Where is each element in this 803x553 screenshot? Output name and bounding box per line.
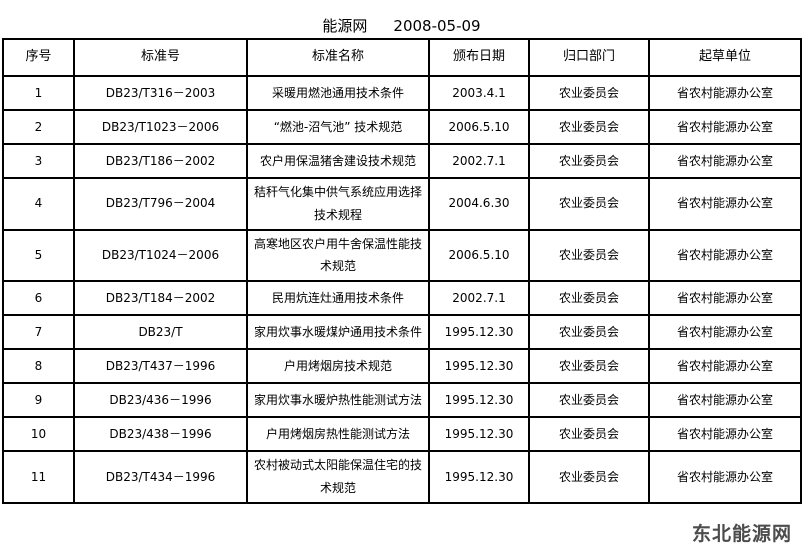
cell-std: DB23/436－1996: [73, 382, 248, 419]
column-header: 颁布日期: [428, 38, 530, 77]
table-header-row: 序号 标准号 标准名称 颁布日期 归口部门 起草单位: [2, 38, 802, 77]
column-header: 序号: [2, 38, 75, 77]
cell-std: DB23/T1023－2006: [73, 109, 248, 145]
table-row: 6 DB23/T184－2002 民用炕连灶通用技术条件 2002.7.1 农业委员会省…: [2, 280, 802, 317]
table-body: 1 DB23/T316－2003 采暖用燃池通用技术条件 2003.4.1 农业委员会省…: [2, 75, 802, 504]
cell-dept: 农业委员会: [528, 382, 650, 419]
cell-drafter: 省农村能源办公室: [648, 143, 802, 179]
cell-drafter: 省农村能源办公室: [648, 280, 802, 317]
cell-date: 1995.12.30: [428, 314, 530, 351]
cell-date: 1995.12.30: [428, 348, 530, 385]
cell-name: 户用烤烟房热性能测试方法: [246, 416, 430, 453]
cell-dept: 农业委员会: [528, 348, 650, 385]
cell-drafter: 省农村能源办公室: [648, 228, 802, 283]
cell-dept: 农业委员会: [528, 228, 650, 283]
cell-name: 高寒地区农户用牛舍保温性能技术规范: [246, 228, 430, 283]
table-row: 2 DB23/T1023－2006 “燃池-沼气池” 技术规范 2006.5.10 农业…: [2, 109, 802, 145]
cell-std: DB23/T316－2003: [73, 75, 248, 111]
cell-drafter: 省农村能源办公室: [648, 75, 802, 111]
cell-name: 户用烤烟房技术规范: [246, 348, 430, 385]
cell-dept: 农业委员会: [528, 450, 650, 504]
cell-date: 2002.7.1: [428, 280, 530, 317]
cell-dept: 农业委员会: [528, 75, 650, 111]
table-row: 11 DB23/T434－1996 农村被动式太阳能保温住宅的技术规范 1995.12…: [2, 450, 802, 504]
cell-date: 2006.5.10: [428, 109, 530, 145]
cell-dept: 农业委员会: [528, 109, 650, 145]
cell-no: 6: [2, 280, 75, 317]
table-row: 9 DB23/436－1996 家用炊事水暖炉热性能测试方法 1995.12.30 农业…: [2, 382, 802, 419]
cell-std: DB23/T434－1996: [73, 450, 248, 504]
cell-std: DB23/T796－2004: [73, 177, 248, 231]
cell-drafter: 省农村能源办公室: [648, 109, 802, 145]
cell-no: 10: [2, 416, 75, 453]
cell-date: 2006.5.10: [428, 228, 530, 283]
cell-name: 采暖用燃池通用技术条件: [246, 75, 430, 111]
table-row: 8 DB23/T437－1996 户用烤烟房技术规范 1995.12.30 农业委员会省…: [2, 348, 802, 385]
site-watermark: 东北能源网: [692, 523, 793, 545]
cell-date: 1995.12.30: [428, 416, 530, 453]
cell-drafter: 省农村能源办公室: [648, 348, 802, 385]
cell-name: 农户用保温猪舍建设技术规范: [246, 143, 430, 179]
table-row: 3 DB23/T186－2002 农户用保温猪舍建设技术规范 2002.7.1 农业委员…: [2, 143, 802, 179]
column-header: 标准号: [73, 38, 248, 77]
cell-drafter: 省农村能源办公室: [648, 382, 802, 419]
cell-no: 3: [2, 143, 75, 179]
cell-dept: 农业委员会: [528, 314, 650, 351]
table-row: 10 DB23/438－1996 户用烤烟房热性能测试方法 1995.12.30 农业委…: [2, 416, 802, 453]
cell-date: 1995.12.30: [428, 382, 530, 419]
cell-no: 9: [2, 382, 75, 419]
cell-drafter: 省农村能源办公室: [648, 450, 802, 504]
cell-dept: 农业委员会: [528, 416, 650, 453]
cell-std: DB23/T: [73, 314, 248, 351]
table-row: 5 DB23/T1024－2006 高寒地区农户用牛舍保温性能技术规范 2006.5.…: [2, 228, 802, 283]
table-row: 7 DB23/T 家用炊事水暖煤炉通用技术条件 1995.12.30 农业委员会 省农村能…: [2, 314, 802, 351]
column-header: 归口部门: [528, 38, 650, 77]
table-row: 1 DB23/T316－2003 采暖用燃池通用技术条件 2003.4.1 农业委员会省…: [2, 75, 802, 111]
publish-date: 2008-05-09: [393, 17, 481, 35]
cell-std: DB23/438－1996: [73, 416, 248, 453]
cell-std: DB23/T1024－2006: [73, 228, 248, 283]
cell-drafter: 省农村能源办公室: [648, 177, 802, 231]
column-header: 起草单位: [648, 38, 802, 77]
standards-table: 序号 标准号 标准名称 颁布日期 归口部门 起草单位 1 DB23/T316－2003 采暖用…: [2, 38, 802, 504]
cell-date: 2002.7.1: [428, 143, 530, 179]
cell-std: DB23/T184－2002: [73, 280, 248, 317]
cell-name: 民用炕连灶通用技术条件: [246, 280, 430, 317]
cell-name: 秸秆气化集中供气系统应用选择技术规程: [246, 177, 430, 231]
cell-date: 2003.4.1: [428, 75, 530, 111]
cell-drafter: 省农村能源办公室: [648, 314, 802, 351]
cell-no: 11: [2, 450, 75, 504]
cell-no: 1: [2, 75, 75, 111]
cell-name: 家用炊事水暖炉热性能测试方法: [246, 382, 430, 419]
cell-date: 2004.6.30: [428, 177, 530, 231]
cell-name: 家用炊事水暖煤炉通用技术条件: [246, 314, 430, 351]
cell-std: DB23/T186－2002: [73, 143, 248, 179]
cell-date: 1995.12.30: [428, 450, 530, 504]
source-label: 能源网: [322, 17, 368, 35]
cell-no: 8: [2, 348, 75, 385]
cell-no: 5: [2, 228, 75, 283]
cell-drafter: 省农村能源办公室: [648, 416, 802, 453]
cell-dept: 农业委员会: [528, 143, 650, 179]
cell-name: “燃池-沼气池” 技术规范: [246, 109, 430, 145]
cell-no: 7: [2, 314, 75, 351]
column-header: 标准名称: [246, 38, 430, 77]
table-row: 4 DB23/T796－2004 秸秆气化集中供气系统应用选择技术规程 2004.6.…: [2, 177, 802, 231]
cell-dept: 农业委员会: [528, 280, 650, 317]
cell-dept: 农业委员会: [528, 177, 650, 231]
cell-std: DB23/T437－1996: [73, 348, 248, 385]
cell-no: 2: [2, 109, 75, 145]
document-header: 能源网 2008-05-09: [0, 0, 803, 38]
cell-no: 4: [2, 177, 75, 231]
cell-name: 农村被动式太阳能保温住宅的技术规范: [246, 450, 430, 504]
